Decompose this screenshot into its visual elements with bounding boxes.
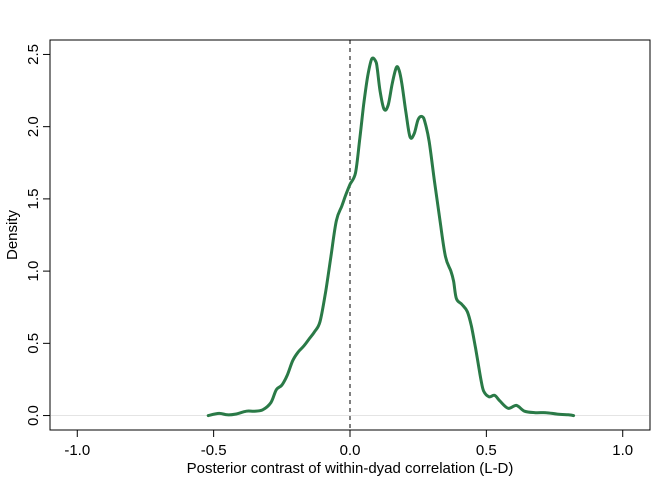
y-tick-label: 2.5 [25, 44, 42, 65]
y-tick-label: 1.5 [25, 188, 42, 209]
y-tick-label: 0.0 [25, 405, 42, 426]
y-axis-title: Density [4, 209, 21, 260]
x-axis-title: Posterior contrast of within-dyad correl… [187, 460, 514, 477]
y-tick-label: 2.0 [25, 116, 42, 137]
x-tick-label: 1.0 [612, 442, 633, 459]
y-tick-label: 0.5 [25, 333, 42, 354]
plot-area [49, 39, 651, 431]
density-curve [206, 56, 576, 418]
x-tick-label: -1.0 [64, 442, 90, 459]
x-tick-label: -0.5 [201, 442, 227, 459]
x-axis: -1.0 -0.5 0.0 0.5 1.0 [64, 429, 633, 459]
x-tick-label: 0.0 [340, 442, 361, 459]
y-axis: 0.0 0.5 1.0 1.5 2.0 2.5 [25, 44, 51, 426]
x-tick-label: 0.5 [476, 442, 497, 459]
y-tick-label: 1.0 [25, 261, 42, 282]
